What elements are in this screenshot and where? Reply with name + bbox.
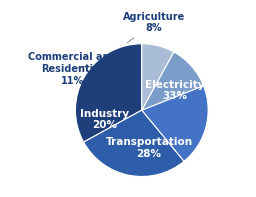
Text: Industry
20%: Industry 20% bbox=[80, 109, 129, 130]
Text: Commercial and
Residential
11%: Commercial and Residential 11% bbox=[28, 52, 116, 85]
Wedge shape bbox=[76, 44, 142, 142]
Wedge shape bbox=[84, 110, 184, 177]
Wedge shape bbox=[142, 86, 208, 161]
Wedge shape bbox=[142, 52, 204, 110]
Wedge shape bbox=[142, 44, 174, 110]
Text: Electricity
33%: Electricity 33% bbox=[145, 80, 205, 101]
Text: Agriculture
8%: Agriculture 8% bbox=[123, 12, 185, 43]
Text: Transportation
28%: Transportation 28% bbox=[105, 137, 193, 159]
